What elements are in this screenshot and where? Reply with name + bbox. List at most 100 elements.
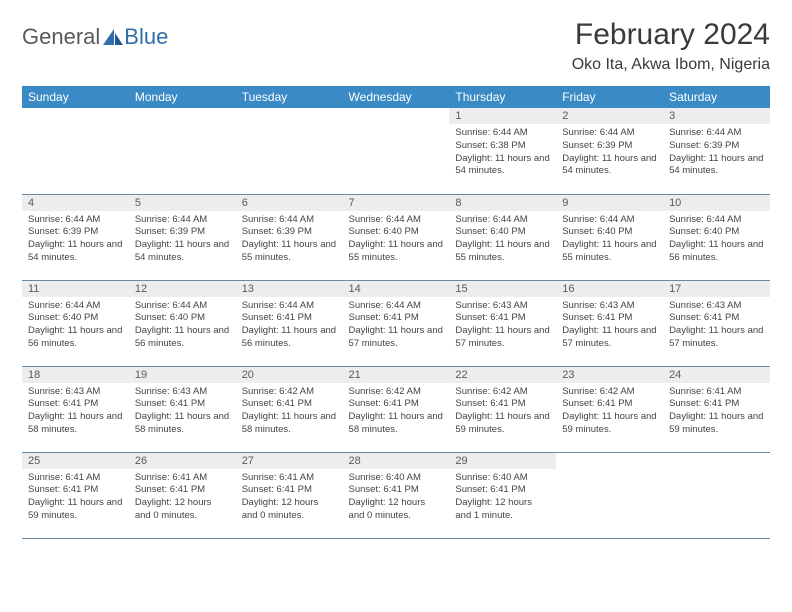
sunset-line: Sunset: 6:41 PM [242, 312, 312, 323]
day-details: Sunrise: 6:42 AMSunset: 6:41 PMDaylight:… [236, 383, 343, 441]
day-details: Sunrise: 6:40 AMSunset: 6:41 PMDaylight:… [343, 469, 450, 527]
day-details: Sunrise: 6:41 AMSunset: 6:41 PMDaylight:… [129, 469, 236, 527]
calendar-day-cell: 19Sunrise: 6:43 AMSunset: 6:41 PMDayligh… [129, 366, 236, 452]
calendar-day-cell: 29Sunrise: 6:40 AMSunset: 6:41 PMDayligh… [449, 452, 556, 538]
sunset-line: Sunset: 6:41 PM [455, 312, 525, 323]
day-number: 20 [236, 367, 343, 383]
day-details: Sunrise: 6:43 AMSunset: 6:41 PM Daylight:… [22, 383, 129, 441]
daylight-line: Daylight: 11 hours and 57 minutes. [349, 325, 443, 349]
sunset-line: Sunset: 6:41 PM [349, 484, 419, 495]
day-number: 29 [449, 453, 556, 469]
calendar-table: SundayMondayTuesdayWednesdayThursdayFrid… [22, 86, 770, 539]
calendar-week-row: 11Sunrise: 6:44 AMSunset: 6:40 PMDayligh… [22, 280, 770, 366]
sunset-line: Sunset: 6:41 PM [28, 484, 98, 495]
sunrise-line: Sunrise: 6:43 AM [28, 386, 100, 397]
sunset-line: Sunset: 6:40 PM [455, 226, 525, 237]
daylight-line: Daylight: 11 hours and 56 minutes. [242, 325, 336, 349]
day-number: 25 [22, 453, 129, 469]
day-details: Sunrise: 6:44 AMSunset: 6:39 PMDaylight:… [129, 211, 236, 269]
sunrise-line: Sunrise: 6:43 AM [135, 386, 207, 397]
sunrise-line: Sunrise: 6:44 AM [28, 300, 100, 311]
daylight-line: Daylight: 11 hours and 55 minutes. [349, 239, 443, 263]
daylight-line: Daylight: 11 hours and 57 minutes. [669, 325, 763, 349]
daylight-line: Daylight: 11 hours and 54 minutes. [28, 239, 122, 263]
sunset-line: Sunset: 6:41 PM [669, 312, 739, 323]
weekday-header: Wednesday [343, 86, 450, 108]
day-number: 16 [556, 281, 663, 297]
day-number: 21 [343, 367, 450, 383]
day-number: 4 [22, 195, 129, 211]
day-number: 2 [556, 108, 663, 124]
daylight-line: Daylight: 12 hours and 0 minutes. [349, 497, 426, 521]
calendar-day-cell: . [663, 452, 770, 538]
calendar-day-cell: . [343, 108, 450, 194]
day-details: Sunrise: 6:42 AMSunset: 6:41 PMDaylight:… [343, 383, 450, 441]
header: General Blue February 2024 Oko Ita, Akwa… [22, 18, 770, 74]
sunset-line: Sunset: 6:41 PM [349, 398, 419, 409]
sunset-line: Sunset: 6:40 PM [349, 226, 419, 237]
daylight-line: Daylight: 11 hours and 58 minutes. [349, 411, 443, 435]
calendar-day-cell: 12Sunrise: 6:44 AMSunset: 6:40 PMDayligh… [129, 280, 236, 366]
day-details: Sunrise: 6:40 AMSunset: 6:41 PMDaylight:… [449, 469, 556, 527]
calendar-body: ....1Sunrise: 6:44 AMSunset: 6:38 PMDayl… [22, 108, 770, 538]
daylight-line: Daylight: 11 hours and 59 minutes. [669, 411, 763, 435]
day-details: Sunrise: 6:43 AMSunset: 6:41 PM Daylight:… [663, 297, 770, 355]
daylight-line: Daylight: 11 hours and 56 minutes. [669, 239, 763, 263]
daylight-line: Daylight: 11 hours and 54 minutes. [455, 153, 549, 177]
day-details: Sunrise: 6:41 AMSunset: 6:41 PMDaylight:… [663, 383, 770, 441]
day-details: Sunrise: 6:44 AMSunset: 6:40 PMDaylight:… [449, 211, 556, 269]
sunset-line: Sunset: 6:41 PM [135, 398, 205, 409]
sunrise-line: Sunrise: 6:44 AM [669, 214, 741, 225]
sunset-line: Sunset: 6:41 PM [28, 398, 98, 409]
sunrise-line: Sunrise: 6:41 AM [28, 472, 100, 483]
day-number: 26 [129, 453, 236, 469]
daylight-line: Daylight: 12 hours and 0 minutes. [242, 497, 319, 521]
sunrise-line: Sunrise: 6:42 AM [455, 386, 527, 397]
daylight-line: Daylight: 11 hours and 56 minutes. [135, 325, 229, 349]
calendar-week-row: 4Sunrise: 6:44 AMSunset: 6:39 PMDaylight… [22, 194, 770, 280]
calendar-day-cell: 24Sunrise: 6:41 AMSunset: 6:41 PMDayligh… [663, 366, 770, 452]
daylight-line: Daylight: 11 hours and 55 minutes. [242, 239, 336, 263]
calendar-day-cell: 5Sunrise: 6:44 AMSunset: 6:39 PMDaylight… [129, 194, 236, 280]
day-details: Sunrise: 6:44 AMSunset: 6:38 PMDaylight:… [449, 124, 556, 182]
sunset-line: Sunset: 6:40 PM [562, 226, 632, 237]
day-details: Sunrise: 6:44 AMSunset: 6:40 PMDaylight:… [22, 297, 129, 355]
sunset-line: Sunset: 6:39 PM [669, 140, 739, 151]
daylight-line: Daylight: 12 hours and 1 minute. [455, 497, 532, 521]
calendar-day-cell: 7 Sunrise: 6:44 AMSunset: 6:40 PM Daylight… [343, 194, 450, 280]
location: Oko Ita, Akwa Ibom, Nigeria [572, 56, 770, 74]
day-number: 7 [343, 195, 450, 211]
sunset-line: Sunset: 6:39 PM [28, 226, 98, 237]
day-details: Sunrise: 6:44 AMSunset: 6:40 PMDaylight:… [556, 211, 663, 269]
sunrise-line: Sunrise: 6:41 AM [242, 472, 314, 483]
calendar-week-row: ....1Sunrise: 6:44 AMSunset: 6:38 PMDayl… [22, 108, 770, 194]
daylight-line: Daylight: 11 hours and 59 minutes. [455, 411, 549, 435]
calendar-day-cell: . [129, 108, 236, 194]
day-details: Sunrise: 6:44 AMSunset: 6:40 PM Daylight:… [663, 211, 770, 269]
calendar-day-cell: 26Sunrise: 6:41 AMSunset: 6:41 PMDayligh… [129, 452, 236, 538]
sunset-line: Sunset: 6:40 PM [669, 226, 739, 237]
sunrise-line: Sunrise: 6:44 AM [349, 214, 421, 225]
calendar-day-cell: 3Sunrise: 6:44 AMSunset: 6:39 PMDaylight… [663, 108, 770, 194]
daylight-line: Daylight: 11 hours and 54 minutes. [562, 153, 656, 177]
calendar-week-row: 25Sunrise: 6:41 AMSunset: 6:41 PMDayligh… [22, 452, 770, 538]
day-number: 12 [129, 281, 236, 297]
daylight-line: Daylight: 11 hours and 58 minutes. [28, 411, 122, 435]
daylight-line: Daylight: 11 hours and 56 minutes. [28, 325, 122, 349]
day-details: Sunrise: 6:44 AMSunset: 6:41 PMDaylight:… [343, 297, 450, 355]
calendar-day-cell: 10Sunrise: 6:44 AMSunset: 6:40 PMDayligh… [663, 194, 770, 280]
day-number: 22 [449, 367, 556, 383]
sunset-line: Sunset: 6:40 PM [135, 312, 205, 323]
sunrise-line: Sunrise: 6:43 AM [669, 300, 741, 311]
day-details: Sunrise: 6:43 AMSunset: 6:41 PMDaylight:… [556, 297, 663, 355]
day-number: 3 [663, 108, 770, 124]
calendar-day-cell: . [22, 108, 129, 194]
day-number: 15 [449, 281, 556, 297]
sunset-line: Sunset: 6:41 PM [562, 398, 632, 409]
calendar-day-cell: 27Sunrise: 6:41 AMSunset: 6:41 PMDayligh… [236, 452, 343, 538]
day-number: 27 [236, 453, 343, 469]
daylight-line: Daylight: 12 hours and 0 minutes. [135, 497, 212, 521]
logo-text-blue: Blue [124, 24, 168, 50]
daylight-line: Daylight: 11 hours and 54 minutes. [669, 153, 763, 177]
sunset-line: Sunset: 6:41 PM [562, 312, 632, 323]
